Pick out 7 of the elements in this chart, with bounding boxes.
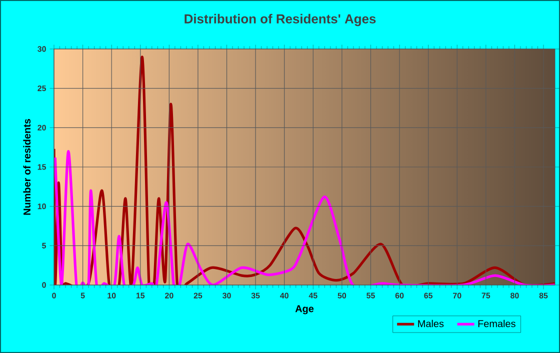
legend-label: Females [478, 320, 516, 328]
line-series [54, 56, 556, 285]
x-axis-title: Age [295, 305, 314, 314]
y-axis-title: Number of residents [23, 118, 31, 215]
chart-title: Distribution of Residents' Ages [184, 14, 376, 26]
legend-label: Males [418, 320, 444, 328]
line-series [54, 150, 556, 285]
